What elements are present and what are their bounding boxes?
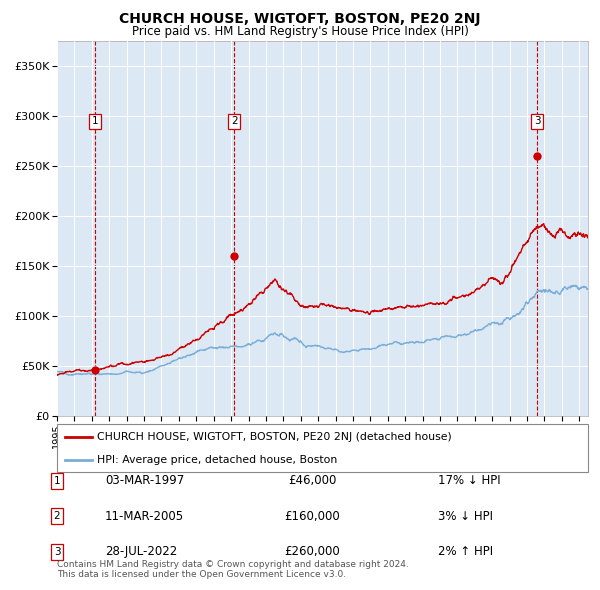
Text: CHURCH HOUSE, WIGTOFT, BOSTON, PE20 2NJ: CHURCH HOUSE, WIGTOFT, BOSTON, PE20 2NJ <box>119 12 481 26</box>
Text: 1: 1 <box>53 476 61 486</box>
Text: £260,000: £260,000 <box>284 545 340 558</box>
Text: 2% ↑ HPI: 2% ↑ HPI <box>438 545 493 558</box>
Text: 2: 2 <box>53 512 61 521</box>
Text: CHURCH HOUSE, WIGTOFT, BOSTON, PE20 2NJ (detached house): CHURCH HOUSE, WIGTOFT, BOSTON, PE20 2NJ … <box>97 432 452 442</box>
Text: HPI: Average price, detached house, Boston: HPI: Average price, detached house, Bost… <box>97 455 337 466</box>
Text: Price paid vs. HM Land Registry's House Price Index (HPI): Price paid vs. HM Land Registry's House … <box>131 25 469 38</box>
Text: Contains HM Land Registry data © Crown copyright and database right 2024.
This d: Contains HM Land Registry data © Crown c… <box>57 560 409 579</box>
Text: 11-MAR-2005: 11-MAR-2005 <box>105 510 184 523</box>
Text: 3% ↓ HPI: 3% ↓ HPI <box>438 510 493 523</box>
Text: 28-JUL-2022: 28-JUL-2022 <box>105 545 177 558</box>
Text: 3: 3 <box>533 116 541 126</box>
Text: 3: 3 <box>53 547 61 556</box>
Text: 1: 1 <box>91 116 98 126</box>
FancyBboxPatch shape <box>57 424 588 472</box>
Text: 17% ↓ HPI: 17% ↓ HPI <box>438 474 500 487</box>
Text: £160,000: £160,000 <box>284 510 340 523</box>
Text: £46,000: £46,000 <box>288 474 336 487</box>
Text: 2: 2 <box>231 116 238 126</box>
Text: 03-MAR-1997: 03-MAR-1997 <box>105 474 184 487</box>
